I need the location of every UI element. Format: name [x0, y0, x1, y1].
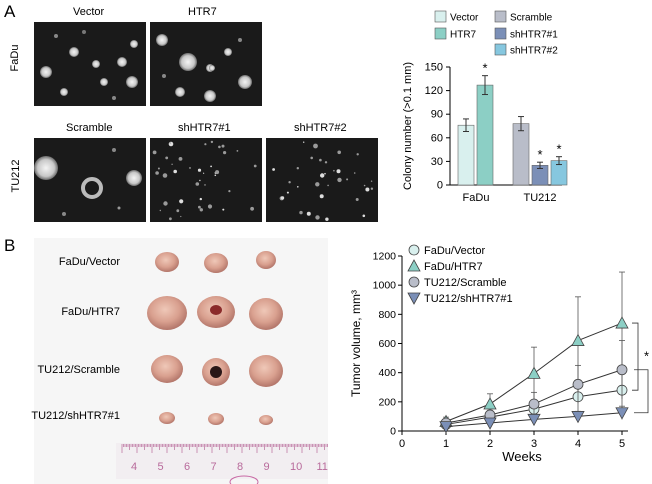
ruler-tick-label: 10: [290, 461, 303, 473]
line-xlabel: Weeks: [502, 449, 542, 464]
colony-image-tu212-scramble: [34, 138, 146, 222]
line-ytick-label-1: 200: [378, 396, 396, 408]
ruler-tick-label: 6: [184, 461, 191, 473]
legend-marker-2: [408, 276, 420, 288]
point-1-3: [571, 333, 585, 346]
bar-sig-1: *: [482, 61, 487, 76]
legend-label-3: shHTR7#1: [510, 30, 558, 41]
legend-swatch-0: [434, 10, 447, 23]
bar-ytick-label-5: 150: [425, 62, 443, 74]
legend-swatch-1: [434, 27, 447, 40]
legend-swatch-4: [494, 43, 507, 56]
line-ylabel: Tumor volume, mm³: [349, 290, 363, 397]
image-title-htr7: HTR7: [188, 6, 217, 18]
sig-bracket-0: [632, 322, 639, 391]
image-title-shhtr7-2: shHTR7#2: [294, 122, 347, 134]
point-2-4: [616, 364, 628, 376]
point-1-2: [527, 366, 541, 379]
point-1-1: [483, 397, 497, 410]
line-xtick-label-0: 0: [399, 438, 405, 450]
legend-label-line-3: TU212/shHTR7#1: [424, 293, 513, 305]
legend-marker-1: [407, 259, 421, 272]
line-xtick-label-4: 4: [575, 438, 581, 450]
point-3-0: [439, 421, 453, 434]
bar-ylabel: Colony number (>0.1 mm): [402, 62, 414, 190]
legend-label-2: Scramble: [510, 13, 553, 24]
line-ytick-label-4: 800: [378, 309, 396, 321]
bar-ytick-label-3: 90: [431, 109, 443, 121]
row-label-tu212: TU212: [10, 159, 22, 193]
point-3-1: [483, 417, 497, 430]
row-label-fadu: FaDu: [9, 44, 21, 72]
legend-label-1: HTR7: [450, 30, 477, 41]
ruler-tick-label: 9: [263, 461, 270, 473]
ruler-tick-label: 4: [131, 461, 138, 473]
colony-image-tu212-shhtr7-2: [266, 138, 378, 222]
point-3-4: [615, 407, 629, 420]
bar-group-label-1: TU212: [523, 192, 556, 204]
bar-ytick-label-0: 0: [437, 180, 443, 192]
bar-2: [512, 123, 530, 186]
tumor-photo: [34, 238, 333, 484]
legend-label-0: Vector: [450, 13, 479, 24]
tumor-row-label-tu212-shhtr7-1: TU212/shHTR7#1: [31, 410, 120, 422]
point-2-3: [572, 378, 584, 390]
image-title-shhtr7-1: shHTR7#1: [178, 122, 231, 134]
ruler-tick-label: 11: [316, 461, 328, 473]
legend-swatch-2: [494, 10, 507, 23]
line-xtick-label-3: 3: [531, 438, 537, 450]
bar-sig-3: *: [537, 147, 542, 162]
legend-marker-0: [408, 244, 420, 256]
tumor-row-label-fadu-htr7: FaDu/HTR7: [61, 306, 120, 318]
colony-bar-chart: Vector HTR7 Scramble shHTR7#1 shHTR7#2 0 30 60 9…: [402, 10, 568, 204]
panel-b-label: B: [4, 236, 16, 255]
legend-label-4: shHTR7#2: [510, 46, 558, 57]
line-xtick-label-5: 5: [619, 438, 625, 450]
point-3-2: [527, 413, 541, 427]
legend-label-line-0: FaDu/Vector: [424, 245, 485, 257]
ruler-tick-label: 7: [210, 461, 217, 473]
legend-marker-3: [407, 292, 421, 305]
tumor-volume-line-chart: 0 200 400 600 800 1000 1200 0 1 2 3 4 5 Weeks Tumor vo…: [349, 244, 649, 464]
tumor-row-label-tu212-scramble: TU212/Scramble: [37, 364, 120, 376]
point-3-3: [571, 411, 585, 424]
line-ytick-label-5: 1000: [373, 280, 397, 292]
bar-0: [457, 124, 475, 186]
point-1-4: [615, 316, 629, 329]
line-ytick-label-3: 600: [378, 338, 396, 350]
line-ytick-label-6: 1200: [373, 251, 397, 263]
line-ytick-label-2: 400: [378, 367, 396, 379]
legend-label-line-1: FaDu/HTR7: [424, 261, 483, 273]
colony-image-fadu-htr7: [150, 22, 262, 106]
sig-bracket-1: [634, 369, 649, 414]
line-ytick-label-0: 0: [390, 426, 396, 438]
bar-1: [476, 84, 494, 186]
ruler-tick-label: 8: [237, 461, 244, 473]
tumor-row-label-fadu-vector: FaDu/Vector: [58, 256, 120, 268]
bar-ytick-label-1: 30: [431, 156, 443, 168]
sig-star-0: *: [644, 349, 649, 364]
panel-a-label: A: [4, 2, 16, 21]
line-xtick-label-1: 1: [443, 438, 449, 450]
image-title-scramble: Scramble: [66, 122, 113, 134]
legend-swatch-3: [494, 27, 507, 40]
bar-ytick-label-4: 120: [425, 85, 443, 97]
image-title-vector: Vector: [73, 6, 105, 18]
line-xtick-label-2: 2: [487, 438, 493, 450]
colony-image-fadu-vector: [34, 22, 146, 106]
legend-label-line-2: TU212/Scramble: [424, 277, 507, 289]
ruler-tick-label: 5: [157, 461, 164, 473]
bar-sig-4: *: [556, 142, 561, 157]
bar-ytick-label-2: 60: [431, 132, 443, 144]
colony-image-tu212-shhtr7-1: [150, 138, 262, 222]
bar-group-label-0: FaDu: [463, 192, 490, 204]
point-2-2: [528, 398, 540, 410]
